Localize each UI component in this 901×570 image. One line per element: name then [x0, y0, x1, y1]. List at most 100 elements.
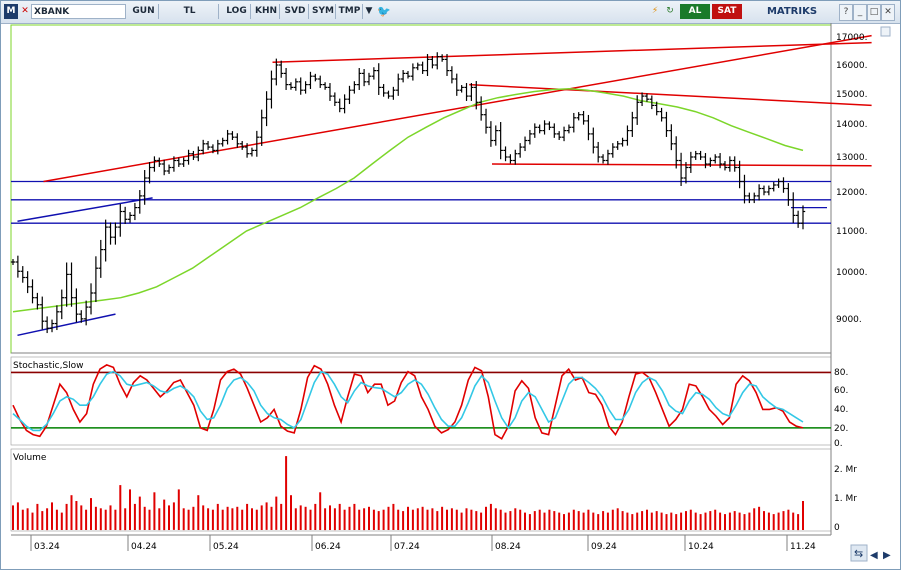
volume-bar — [792, 512, 795, 530]
volume-bar — [782, 511, 785, 530]
volume-bar — [255, 509, 258, 530]
x-axis: 03.24 04.24 05.24 06.24 07.24 08.24 09.2… — [34, 542, 816, 552]
volume-bar — [475, 511, 478, 530]
trendline-red — [43, 34, 872, 183]
twitter-icon[interactable]: 🐦 — [377, 5, 391, 18]
volume-bar — [158, 508, 161, 531]
volume-bar — [358, 509, 361, 530]
buy-button[interactable]: AL — [680, 4, 710, 19]
x-tick-label: 06.24 — [315, 542, 341, 552]
volume-bar — [363, 508, 366, 531]
volume-bar — [582, 512, 585, 530]
volume-tick-label: 0 — [834, 523, 840, 533]
volume-bar — [294, 508, 297, 531]
volume-bar — [99, 508, 102, 531]
volume-bar — [611, 509, 614, 530]
volume-bar — [148, 509, 151, 530]
period-button[interactable]: GUN — [129, 4, 159, 19]
volume-bar — [133, 503, 136, 530]
price-tick-label: 10000. — [836, 268, 868, 278]
volume-bar — [280, 503, 283, 530]
volume-y-axis: Volume 2. Mr 1. Mr 0 — [13, 453, 857, 533]
stochastic-title: Stochastic,Slow — [13, 361, 84, 371]
minimize-icon[interactable]: _ — [853, 4, 867, 21]
volume-bar — [246, 503, 249, 530]
volume-bar — [728, 512, 731, 530]
volume-bar — [636, 512, 639, 530]
volume-bar — [51, 502, 53, 530]
volume-bar — [26, 508, 29, 531]
refresh-icon[interactable]: ↻ — [666, 6, 674, 16]
help-icon[interactable]: ? — [839, 4, 853, 21]
volume-bar — [528, 514, 531, 531]
volume-bar — [592, 512, 595, 530]
volume-bar — [416, 508, 419, 531]
volume-bar — [660, 512, 663, 530]
volume-bar — [392, 503, 395, 530]
x-tick-label: 11.24 — [790, 542, 816, 552]
svd-button[interactable]: SVD — [282, 4, 309, 19]
trendline-red — [469, 83, 872, 107]
volume-bar — [626, 512, 629, 530]
volume-bar — [41, 511, 44, 530]
volume-bar — [460, 512, 463, 530]
volume-bar — [758, 506, 761, 530]
stoch-tick-label: 40. — [834, 405, 848, 415]
volume-bar — [343, 509, 346, 530]
volume-bar — [650, 512, 653, 530]
volume-bar — [290, 495, 292, 530]
sell-button[interactable]: SAT — [712, 4, 742, 19]
scroll-right-icon[interactable]: ▶ — [883, 550, 891, 561]
volume-bar — [738, 512, 741, 530]
price-tick-label: 14000. — [836, 120, 868, 130]
scroll-left-icon[interactable]: ◀ — [870, 550, 878, 561]
price-panel — [10, 34, 872, 337]
volume-bar — [216, 503, 219, 530]
panel-settings-icon[interactable] — [880, 26, 891, 37]
volume-bar — [221, 509, 224, 530]
volume-bar — [655, 511, 658, 530]
khn-button[interactable]: KHN — [253, 4, 280, 19]
sync-icon[interactable] — [850, 544, 868, 562]
volume-bar — [397, 509, 400, 530]
stoch-tick-label: 20. — [834, 424, 848, 434]
volume-bar — [109, 505, 112, 530]
volume-bar — [368, 506, 370, 530]
trendline-red — [491, 163, 872, 167]
volume-bar — [285, 456, 288, 530]
stoch-tick-label: 0. — [834, 439, 843, 449]
volume-bar — [382, 509, 385, 530]
volume-bar — [21, 509, 24, 530]
volume-bar — [499, 509, 502, 530]
dropdown-arrow-icon[interactable]: ▼ — [365, 6, 373, 16]
sym-button[interactable]: SYM — [311, 4, 336, 19]
lightning-icon[interactable]: ⚡ — [651, 6, 659, 16]
x-tick-label: 04.24 — [131, 542, 157, 552]
logo-icon: M — [4, 4, 18, 19]
volume-bar — [538, 509, 541, 530]
tmp-button[interactable]: TMP — [337, 4, 363, 19]
volume-bar — [558, 512, 561, 530]
volume-bar — [16, 502, 19, 530]
price-tick-label: 9000. — [836, 315, 862, 325]
volume-bar — [138, 496, 141, 530]
volume-bar — [241, 509, 244, 530]
price-tick-label: 12000. — [836, 188, 868, 198]
volume-bar — [548, 509, 551, 530]
volume-bar — [450, 508, 453, 531]
log-button[interactable]: LOG — [223, 4, 251, 19]
maximize-icon[interactable]: □ — [867, 4, 881, 21]
volume-bar — [743, 514, 746, 531]
volume-bar — [207, 508, 210, 531]
chart-svg: 17000. 16000. 15000. 14000. 13000. 12000… — [10, 23, 891, 562]
volume-bar — [572, 509, 575, 530]
volume-bar — [12, 505, 14, 530]
symbol-field[interactable]: XBANK — [31, 4, 126, 19]
volume-bar — [124, 508, 127, 531]
close-symbol-icon[interactable]: ✕ — [21, 6, 29, 16]
volume-bar — [260, 505, 263, 530]
volume-title: Volume — [13, 453, 47, 463]
close-icon[interactable]: ✕ — [881, 4, 895, 21]
volume-bar — [587, 509, 590, 530]
currency-button[interactable]: TL — [161, 4, 219, 19]
